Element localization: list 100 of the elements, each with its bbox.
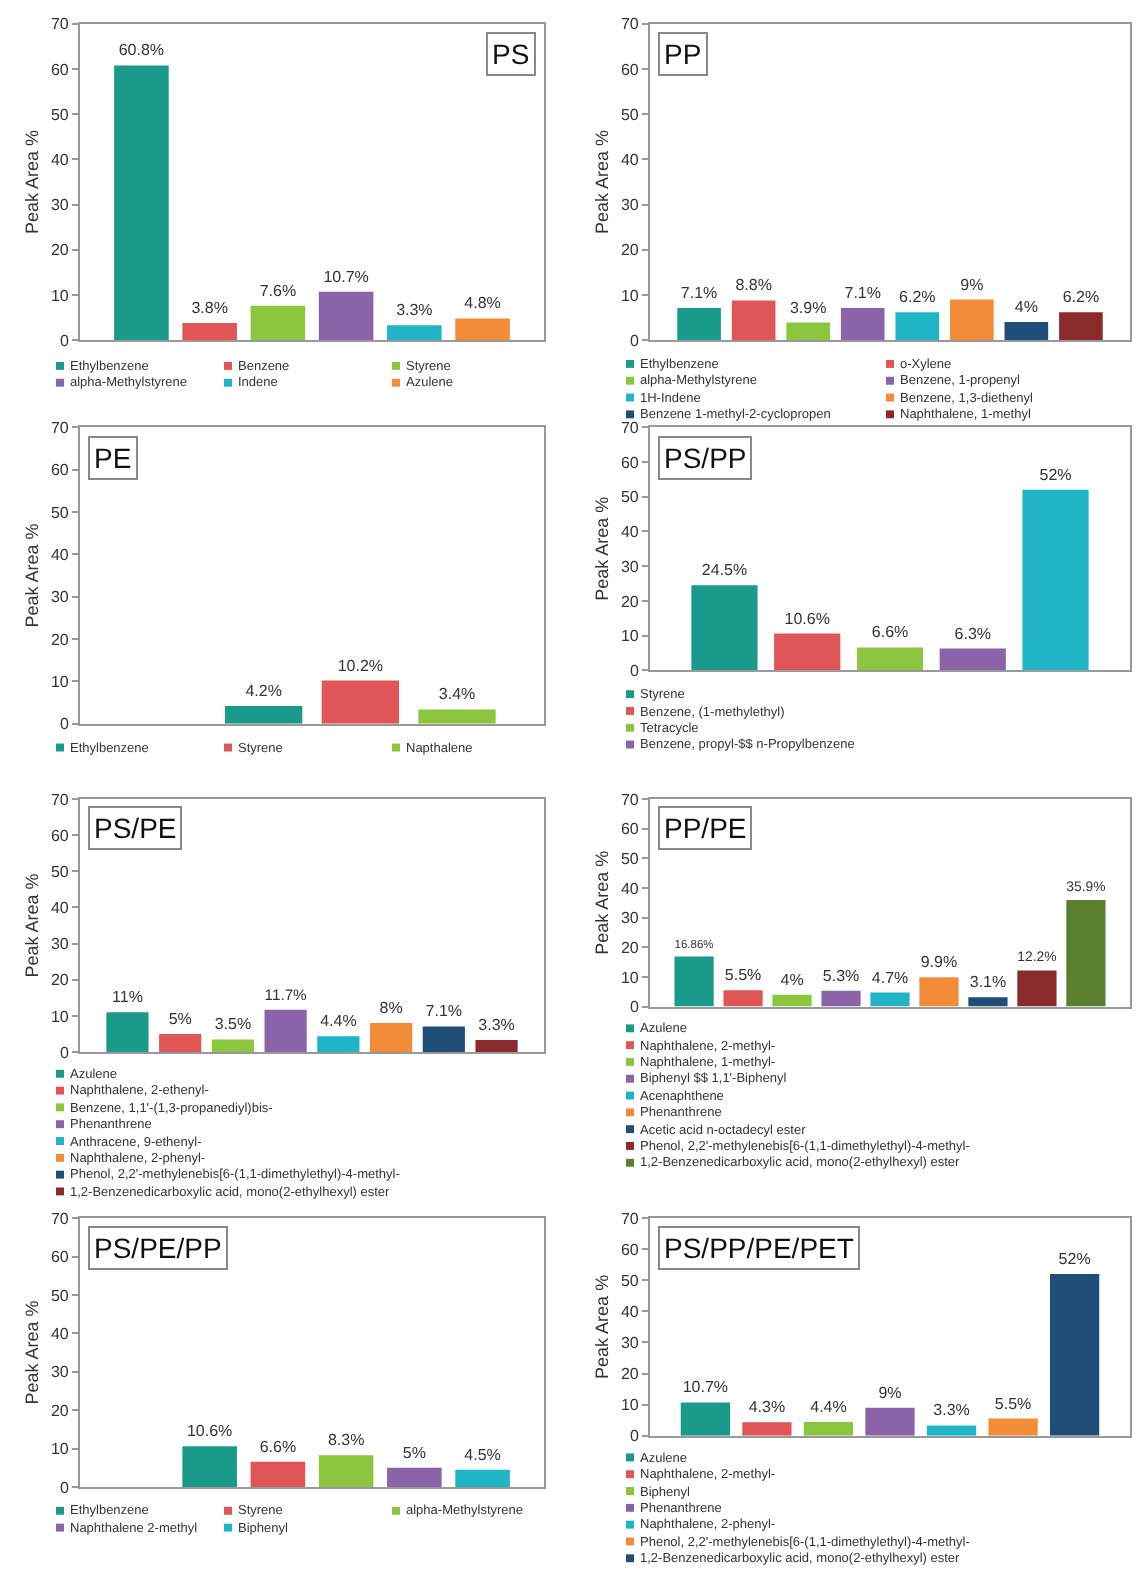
y-tick-label: 20 — [50, 630, 70, 649]
data-label: 9.9% — [920, 953, 958, 972]
data-label: 9% — [878, 1383, 902, 1402]
y-tick-label: 50 — [50, 105, 70, 124]
data-label: 4.4% — [320, 1012, 357, 1031]
y-tick-label: 40 — [50, 899, 70, 918]
y-tick-label: 70 — [50, 1209, 70, 1228]
y-tick-label: 30 — [620, 1334, 640, 1353]
y-tick-label: 50 — [50, 503, 70, 522]
y-tick-label: 30 — [620, 196, 640, 215]
text: PS/PE — [94, 812, 177, 844]
data-label: 3.1% — [969, 973, 1007, 992]
y-tick-label: 0 — [59, 1043, 70, 1062]
data-label: 3.3% — [933, 1401, 970, 1420]
y-tick-label: 0 — [59, 331, 70, 350]
data-label: 60.8% — [118, 41, 165, 60]
y-tick-label: 30 — [50, 1363, 70, 1382]
y-axis-title: Peak Area % — [21, 523, 42, 628]
y-axis-title: Peak Area % — [591, 1274, 612, 1379]
y-tick-label: 20 — [50, 241, 70, 260]
y-tick-label: 60 — [50, 1248, 70, 1267]
y-tick-label: 60 — [620, 1240, 640, 1259]
y-tick-label: 60 — [620, 820, 640, 839]
text: PP — [664, 38, 702, 70]
data-label: 5% — [168, 1009, 192, 1028]
y-tick-label: 0 — [629, 1427, 640, 1446]
y-tick-label: 30 — [50, 588, 70, 607]
text: PS/PP/PE/PET — [664, 1232, 855, 1264]
y-tick-label: 0 — [59, 715, 70, 734]
y-tick-label: 40 — [620, 523, 640, 542]
data-label: 7.6% — [259, 281, 297, 300]
data-label: 52% — [1058, 1250, 1091, 1269]
data-label: 8.3% — [327, 1431, 365, 1450]
y-tick-label: 50 — [620, 1271, 640, 1290]
data-label: 6.2% — [899, 288, 936, 307]
y-tick-label: 20 — [620, 938, 640, 957]
y-tick-label: 70 — [50, 790, 70, 809]
data-label: 3.3% — [478, 1016, 515, 1035]
y-tick-label: 50 — [50, 862, 70, 881]
y-tick-label: 60 — [620, 453, 640, 472]
data-label: 6.6% — [259, 1437, 297, 1456]
y-tick-label: 60 — [50, 461, 70, 480]
data-label: 24.5% — [701, 561, 748, 580]
y-tick-label: 60 — [620, 60, 640, 79]
data-label: 10.7% — [682, 1378, 729, 1397]
data-label: 3.8% — [191, 299, 228, 318]
data-label: 10.2% — [337, 656, 384, 675]
y-tick-label: 10 — [50, 1007, 70, 1026]
data-label: 11.7% — [264, 985, 308, 1004]
y-tick-label: 10 — [620, 1396, 640, 1415]
data-label: 3.9% — [789, 298, 827, 317]
y-tick-label: 20 — [620, 241, 640, 260]
data-label: 8% — [379, 999, 403, 1018]
y-tick-label: 0 — [629, 331, 640, 350]
data-label: 4.2% — [245, 682, 282, 700]
data-label: 10.6% — [784, 609, 830, 628]
y-tick-label: 70 — [620, 1209, 640, 1228]
data-label: 9% — [960, 275, 984, 294]
y-tick-label: 60 — [50, 60, 70, 79]
y-tick-label: 30 — [620, 909, 640, 928]
data-label: 7.1% — [844, 284, 881, 303]
data-label: 5.3% — [822, 966, 860, 985]
data-label: 11% — [112, 988, 143, 1007]
data-label: 3.3% — [396, 301, 433, 320]
y-tick-label: 50 — [620, 105, 640, 124]
y-tick-label: 0 — [59, 1478, 70, 1497]
y-axis-title: Peak Area % — [591, 496, 612, 601]
y-axis-title: Peak Area % — [21, 129, 42, 235]
data-label: 8.8% — [735, 276, 772, 295]
y-axis-title: Peak Area % — [591, 850, 612, 955]
y-tick-label: 40 — [620, 151, 640, 170]
y-tick-label: 30 — [620, 557, 640, 576]
data-label: 52% — [1039, 465, 1072, 484]
y-tick-label: 50 — [620, 488, 640, 507]
y-tick-label: 40 — [50, 151, 70, 170]
y-tick-label: 40 — [50, 1325, 70, 1343]
y-tick-label: 70 — [620, 15, 640, 34]
data-label: 3.4% — [438, 685, 476, 704]
y-tick-label: 70 — [620, 418, 640, 437]
y-tick-label: 40 — [50, 545, 70, 564]
data-label: 7.1% — [680, 284, 718, 303]
y-axis-title: Peak Area % — [21, 1300, 42, 1405]
text: PE — [94, 442, 132, 474]
text: PS — [492, 38, 530, 70]
data-label: 4.3% — [748, 1398, 786, 1417]
data-label: 5% — [402, 1443, 426, 1462]
data-label: 4.7% — [871, 968, 909, 987]
data-label: 4.8% — [464, 294, 501, 313]
y-tick-label: 40 — [620, 879, 640, 898]
text: PS/PE/PP — [94, 1232, 222, 1264]
data-label: 5.5% — [994, 1394, 1032, 1413]
data-label: 5.5% — [724, 966, 762, 985]
y-tick-label: 70 — [620, 790, 640, 809]
y-tick-label: 10 — [620, 286, 640, 305]
text: PS/PP — [664, 442, 747, 474]
data-label: 6.2% — [1062, 288, 1100, 307]
text: PP/PE — [664, 812, 747, 844]
y-axis-title: Peak Area % — [591, 129, 612, 235]
y-tick-label: 10 — [50, 286, 70, 305]
data-label: 10.6% — [186, 1422, 233, 1441]
